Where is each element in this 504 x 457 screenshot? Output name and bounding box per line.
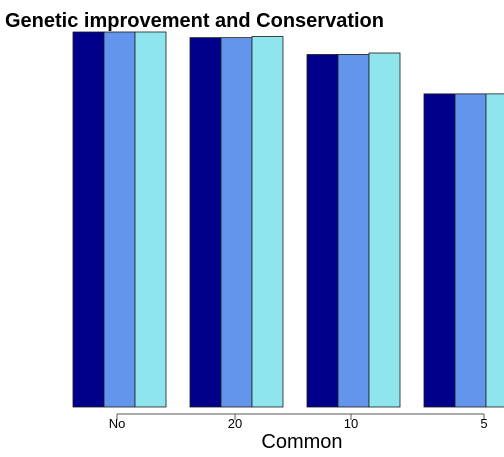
bar-No-s1 xyxy=(72,31,105,408)
x-axis: No 20 10 5 xyxy=(109,413,488,431)
bar-5-s2 xyxy=(454,93,487,408)
x-tick-label: 10 xyxy=(344,416,358,431)
bar-20-s3 xyxy=(251,36,284,408)
bar-20-s2 xyxy=(220,37,253,408)
bar-10-s2 xyxy=(337,54,370,408)
x-tick-label: 5 xyxy=(480,416,487,431)
x-tick-label: 20 xyxy=(228,416,242,431)
bar-No-s3 xyxy=(134,31,167,408)
chart-title: Genetic improvement and Conservation xyxy=(5,10,384,32)
bar-10-s1 xyxy=(306,54,339,408)
x-tick-label: No xyxy=(109,416,126,431)
bar-No-s2 xyxy=(103,31,136,408)
x-axis-label: Common xyxy=(261,431,342,453)
bars-group xyxy=(72,31,504,408)
bar-5-s1 xyxy=(423,93,456,408)
bar-10-s3 xyxy=(368,52,401,408)
bar-5-s3 xyxy=(485,93,504,408)
bar-20-s1 xyxy=(189,37,222,408)
